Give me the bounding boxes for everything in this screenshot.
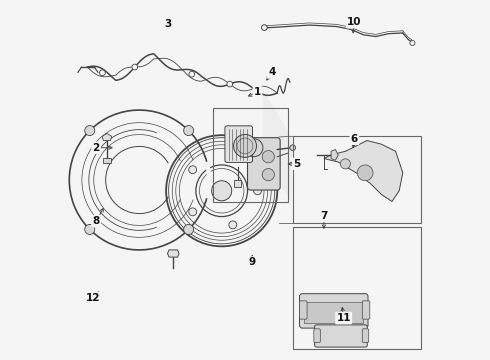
Text: 12: 12 <box>85 293 100 303</box>
Bar <box>213 108 288 202</box>
Circle shape <box>262 168 274 181</box>
Circle shape <box>262 25 267 31</box>
Circle shape <box>262 150 274 163</box>
Text: 8: 8 <box>93 216 100 226</box>
Polygon shape <box>234 180 242 187</box>
Circle shape <box>85 126 95 136</box>
Text: 1: 1 <box>254 87 261 97</box>
Text: 3: 3 <box>164 19 171 29</box>
Text: 4: 4 <box>268 67 275 77</box>
FancyBboxPatch shape <box>225 126 252 162</box>
Text: 10: 10 <box>347 17 362 27</box>
Polygon shape <box>168 250 179 257</box>
Bar <box>293 136 421 223</box>
Circle shape <box>184 224 194 234</box>
FancyBboxPatch shape <box>299 294 368 328</box>
FancyBboxPatch shape <box>247 138 280 190</box>
Circle shape <box>189 208 196 216</box>
Circle shape <box>212 181 232 201</box>
Circle shape <box>189 166 196 174</box>
Circle shape <box>99 70 105 76</box>
FancyBboxPatch shape <box>362 329 368 342</box>
Text: 9: 9 <box>248 257 256 267</box>
Polygon shape <box>324 140 403 202</box>
Circle shape <box>290 145 295 150</box>
Text: 11: 11 <box>336 313 351 323</box>
Circle shape <box>229 153 237 161</box>
FancyBboxPatch shape <box>299 301 307 319</box>
Circle shape <box>254 187 262 195</box>
Circle shape <box>229 221 237 229</box>
Circle shape <box>227 81 233 87</box>
Text: 2: 2 <box>93 143 100 153</box>
Circle shape <box>132 64 138 70</box>
Circle shape <box>189 71 195 77</box>
Text: 6: 6 <box>351 134 358 144</box>
Circle shape <box>357 165 373 181</box>
Text: 5: 5 <box>294 159 301 169</box>
Circle shape <box>341 159 350 169</box>
FancyBboxPatch shape <box>315 325 368 347</box>
Polygon shape <box>102 134 112 140</box>
Circle shape <box>184 126 194 136</box>
Bar <box>304 302 364 323</box>
FancyBboxPatch shape <box>314 329 320 342</box>
Circle shape <box>85 224 95 234</box>
Circle shape <box>234 134 256 157</box>
Text: 7: 7 <box>320 211 328 221</box>
Bar <box>293 226 421 348</box>
Polygon shape <box>263 90 292 202</box>
Circle shape <box>410 41 415 45</box>
FancyBboxPatch shape <box>362 301 370 319</box>
Polygon shape <box>103 158 111 163</box>
Polygon shape <box>331 149 338 160</box>
